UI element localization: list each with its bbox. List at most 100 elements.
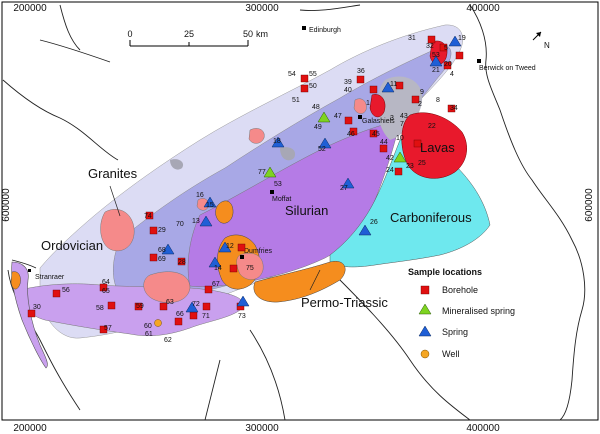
sample-label: 54 [288,71,296,78]
region-label-ordovician: Ordovician [41,238,103,253]
borehole-marker [177,257,186,266]
spring-marker [271,136,285,148]
mineralised-spring-marker [393,151,407,163]
borehole-marker [455,51,464,60]
scale-tick-25: 25 [184,29,194,39]
sample-label: 22 [428,123,436,130]
borehole-marker [413,139,422,148]
spring-marker [429,55,443,67]
town-marker-edinburgh [302,26,306,30]
sample-label: 42 [386,155,394,162]
borehole-marker [159,302,168,311]
borehole-marker [369,129,378,138]
sample-label: 24 [386,167,394,174]
sample-label: 20 [444,61,452,68]
spring-marker [236,295,250,307]
spring-marker [185,301,199,313]
legend-label-borehole: Borehole [442,285,478,295]
sample-label: 44 [380,139,388,146]
sample-label: 13 [192,218,200,225]
sample-label: 39 [344,79,352,86]
sample-label: 75 [246,265,254,272]
sample-label: 32 [426,43,434,50]
legend-label-well: Well [442,349,459,359]
sample-label: 49 [314,124,322,131]
sample-label: 23 [406,163,414,170]
region-label-lavas: Lavas [420,140,455,155]
spring-marker [203,196,217,208]
sample-label: 73 [238,313,246,320]
sample-label: 21 [432,67,440,74]
legend-label-spring: Spring [442,327,468,337]
sample-label: 60 [144,323,152,330]
sample-label: 25 [418,160,426,167]
borehole-marker [99,283,108,292]
sample-label: 16 [196,192,204,199]
scale-tick-50: 50 [243,29,253,39]
sample-label: 1 [366,100,370,107]
grid-x-bottom-400000: 400000 [466,423,500,434]
legend-spring-icon [418,325,432,337]
sample-label: 67 [212,281,220,288]
scale-unit: km [256,29,268,39]
sample-label: 9 [420,89,424,96]
permo-triassic-stranraer [10,271,21,290]
spring-marker [318,137,332,149]
sample-label: 53 [432,52,440,59]
borehole-marker [344,116,353,125]
borehole-marker [145,211,154,220]
borehole-marker [300,74,309,83]
lavas-west [369,94,386,118]
spring-marker [218,241,232,253]
sample-label: 14 [214,265,222,272]
town-marker-moffat [270,190,274,194]
scale-bar: 0 25 50 km [127,29,268,47]
southern-purple-strip [19,283,244,336]
borehole-marker [395,81,404,90]
town-marker-galashiels [358,115,362,119]
spring-marker [448,35,462,47]
sample-label: 57 [104,325,112,332]
permo-triassic-moffat [215,200,234,224]
spring-marker [358,224,372,236]
sample-label: 47 [334,113,342,120]
grey-patch-2 [170,159,184,170]
sample-label: 31 [408,35,416,42]
region-labels: Granites Ordovician Silurian Carbonifero… [41,140,472,310]
sample-label: 66 [176,311,184,318]
sample-label: 15 [206,202,214,209]
borehole-marker [349,127,358,136]
borehole-marker [174,317,183,326]
borehole-marker [27,309,36,318]
coastline [2,4,586,421]
town-moffat: Moffat [272,196,291,203]
region-label-silurian: Silurian [285,203,328,218]
scale-tick-0: 0 [127,29,132,39]
sample-label: 10 [396,135,404,142]
spring-marker [208,256,222,268]
town-marker-berwick [477,59,481,63]
town-dumfries: Dumfries [244,248,273,255]
borehole-marker [237,243,246,252]
sample-label: 19 [458,35,466,42]
town-marker-dumfries [240,255,244,259]
borehole-marker [443,61,452,70]
legend-well-icon [420,349,430,359]
borehole-marker [52,289,61,298]
sample-label: 5 [444,45,448,52]
borehole-marker [369,85,378,94]
borehole-marker [189,311,198,320]
spring-marker [161,243,175,255]
sample-label: 27 [340,185,348,192]
spring-marker [341,177,355,189]
sample-label: 45 [372,131,380,138]
town-stranraer: Stranraer [35,274,65,281]
grid-y-right-600000: 600000 [584,188,595,222]
sample-label: 74 [144,213,152,220]
town-edinburgh: Edinburgh [309,27,341,34]
grid-x-top-400000: 400000 [466,3,500,14]
borehole-marker [379,144,388,153]
sample-label: 58 [96,305,104,312]
sample-label: 11 [390,81,397,88]
region-label-permo-triassic: Permo-Triassic [301,295,388,310]
